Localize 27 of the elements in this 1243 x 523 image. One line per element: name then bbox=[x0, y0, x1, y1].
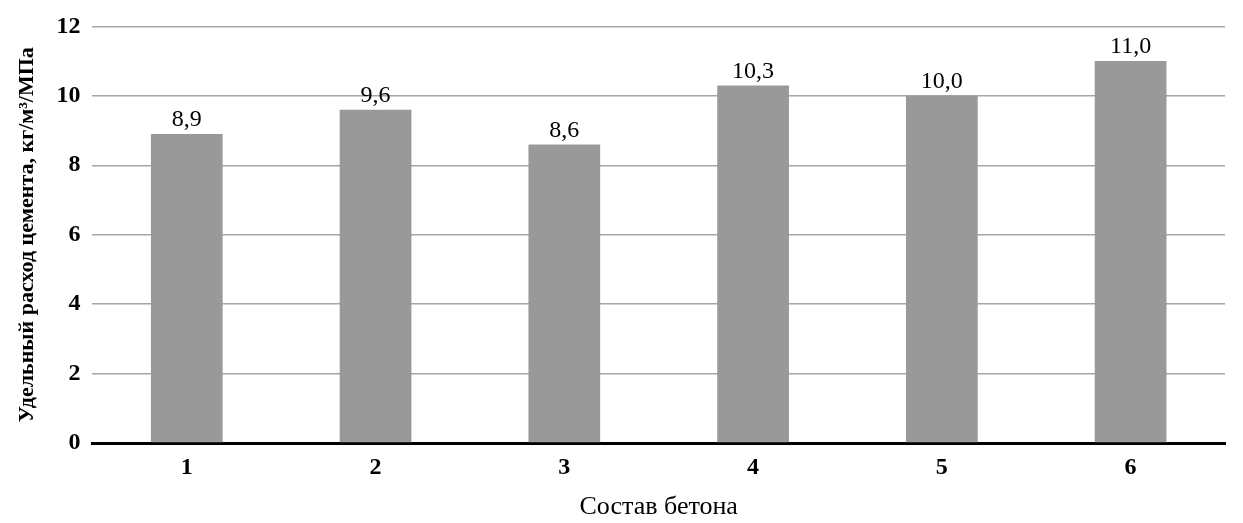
bar bbox=[1094, 61, 1167, 443]
x-tick-label: 1 bbox=[180, 452, 193, 479]
data-label: 9,6 bbox=[360, 81, 391, 108]
y-tick-label: 12 bbox=[56, 11, 81, 38]
bar bbox=[150, 134, 223, 443]
y-tick-label: 8 bbox=[68, 150, 81, 177]
y-tick-label: 0 bbox=[68, 428, 81, 455]
y-tick-label: 6 bbox=[68, 219, 81, 246]
y-tick-label: 4 bbox=[68, 289, 81, 316]
data-label: 8,9 bbox=[171, 105, 202, 132]
data-label: 11,0 bbox=[1110, 32, 1152, 59]
bar bbox=[339, 109, 412, 443]
x-tick-label: 2 bbox=[369, 452, 382, 479]
data-label: 10,3 bbox=[732, 56, 775, 83]
x-tick-label: 5 bbox=[935, 452, 948, 479]
y-tick-label: 10 bbox=[56, 81, 81, 108]
x-tick-label: 3 bbox=[558, 452, 571, 479]
x-axis-title: Состав бетона bbox=[579, 491, 739, 521]
x-tick-label: 6 bbox=[1124, 452, 1137, 479]
bar bbox=[717, 85, 789, 443]
y-axis-title: Удельный расход цемента, кг/м³/МПа bbox=[12, 47, 38, 423]
x-tick-label: 4 bbox=[747, 452, 760, 479]
y-tick-label: 2 bbox=[68, 358, 81, 385]
bar bbox=[528, 144, 601, 443]
data-label: 10,0 bbox=[920, 67, 963, 94]
bar bbox=[905, 95, 978, 443]
data-label: 8,6 bbox=[549, 115, 580, 142]
